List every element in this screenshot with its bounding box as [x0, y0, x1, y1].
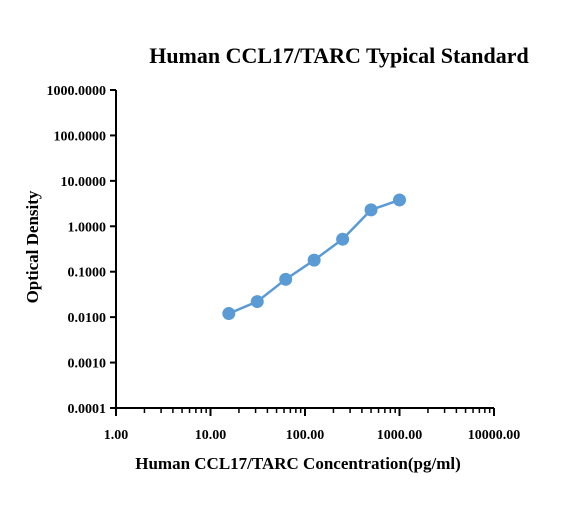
- chart-title: Human CCL17/TARC Typical Standard: [149, 43, 529, 68]
- y-tick-label: 0.0100: [68, 311, 107, 326]
- data-point: [222, 307, 236, 321]
- y-tick-label: 0.0001: [68, 402, 107, 417]
- x-axis: 1.00 10.00 100.00 1000.00 10000.00: [104, 407, 521, 443]
- y-axis: 0.0001 0.0010 0.0100 0.1000 1.0000 10.0000 100…: [47, 84, 117, 417]
- y-tick-label: 10.0000: [61, 175, 107, 190]
- y-tick-label: 1000.0000: [47, 84, 107, 99]
- y-tick-label: 0.0010: [68, 357, 107, 372]
- data-point: [250, 295, 264, 309]
- data-point: [393, 193, 406, 207]
- x-axis-label: Human CCL17/TARC Concentration(pg/ml): [135, 454, 461, 473]
- data-point: [307, 253, 321, 267]
- y-tick-label: 100.0000: [54, 129, 107, 144]
- x-tick-label: 10.00: [195, 428, 227, 443]
- y-axis-label: Optical Density: [23, 190, 42, 303]
- x-tick-label: 100.00: [286, 428, 325, 443]
- x-tick-label: 10000.00: [468, 428, 521, 443]
- y-tick-label: 1.0000: [68, 220, 107, 235]
- data-point: [364, 203, 378, 217]
- data-point: [279, 272, 293, 286]
- plot-series: [222, 193, 406, 321]
- data-point: [336, 232, 350, 246]
- y-tick-label: 0.1000: [68, 266, 107, 281]
- x-tick-label: 1000.00: [377, 428, 423, 443]
- x-tick-label: 1.00: [104, 428, 129, 443]
